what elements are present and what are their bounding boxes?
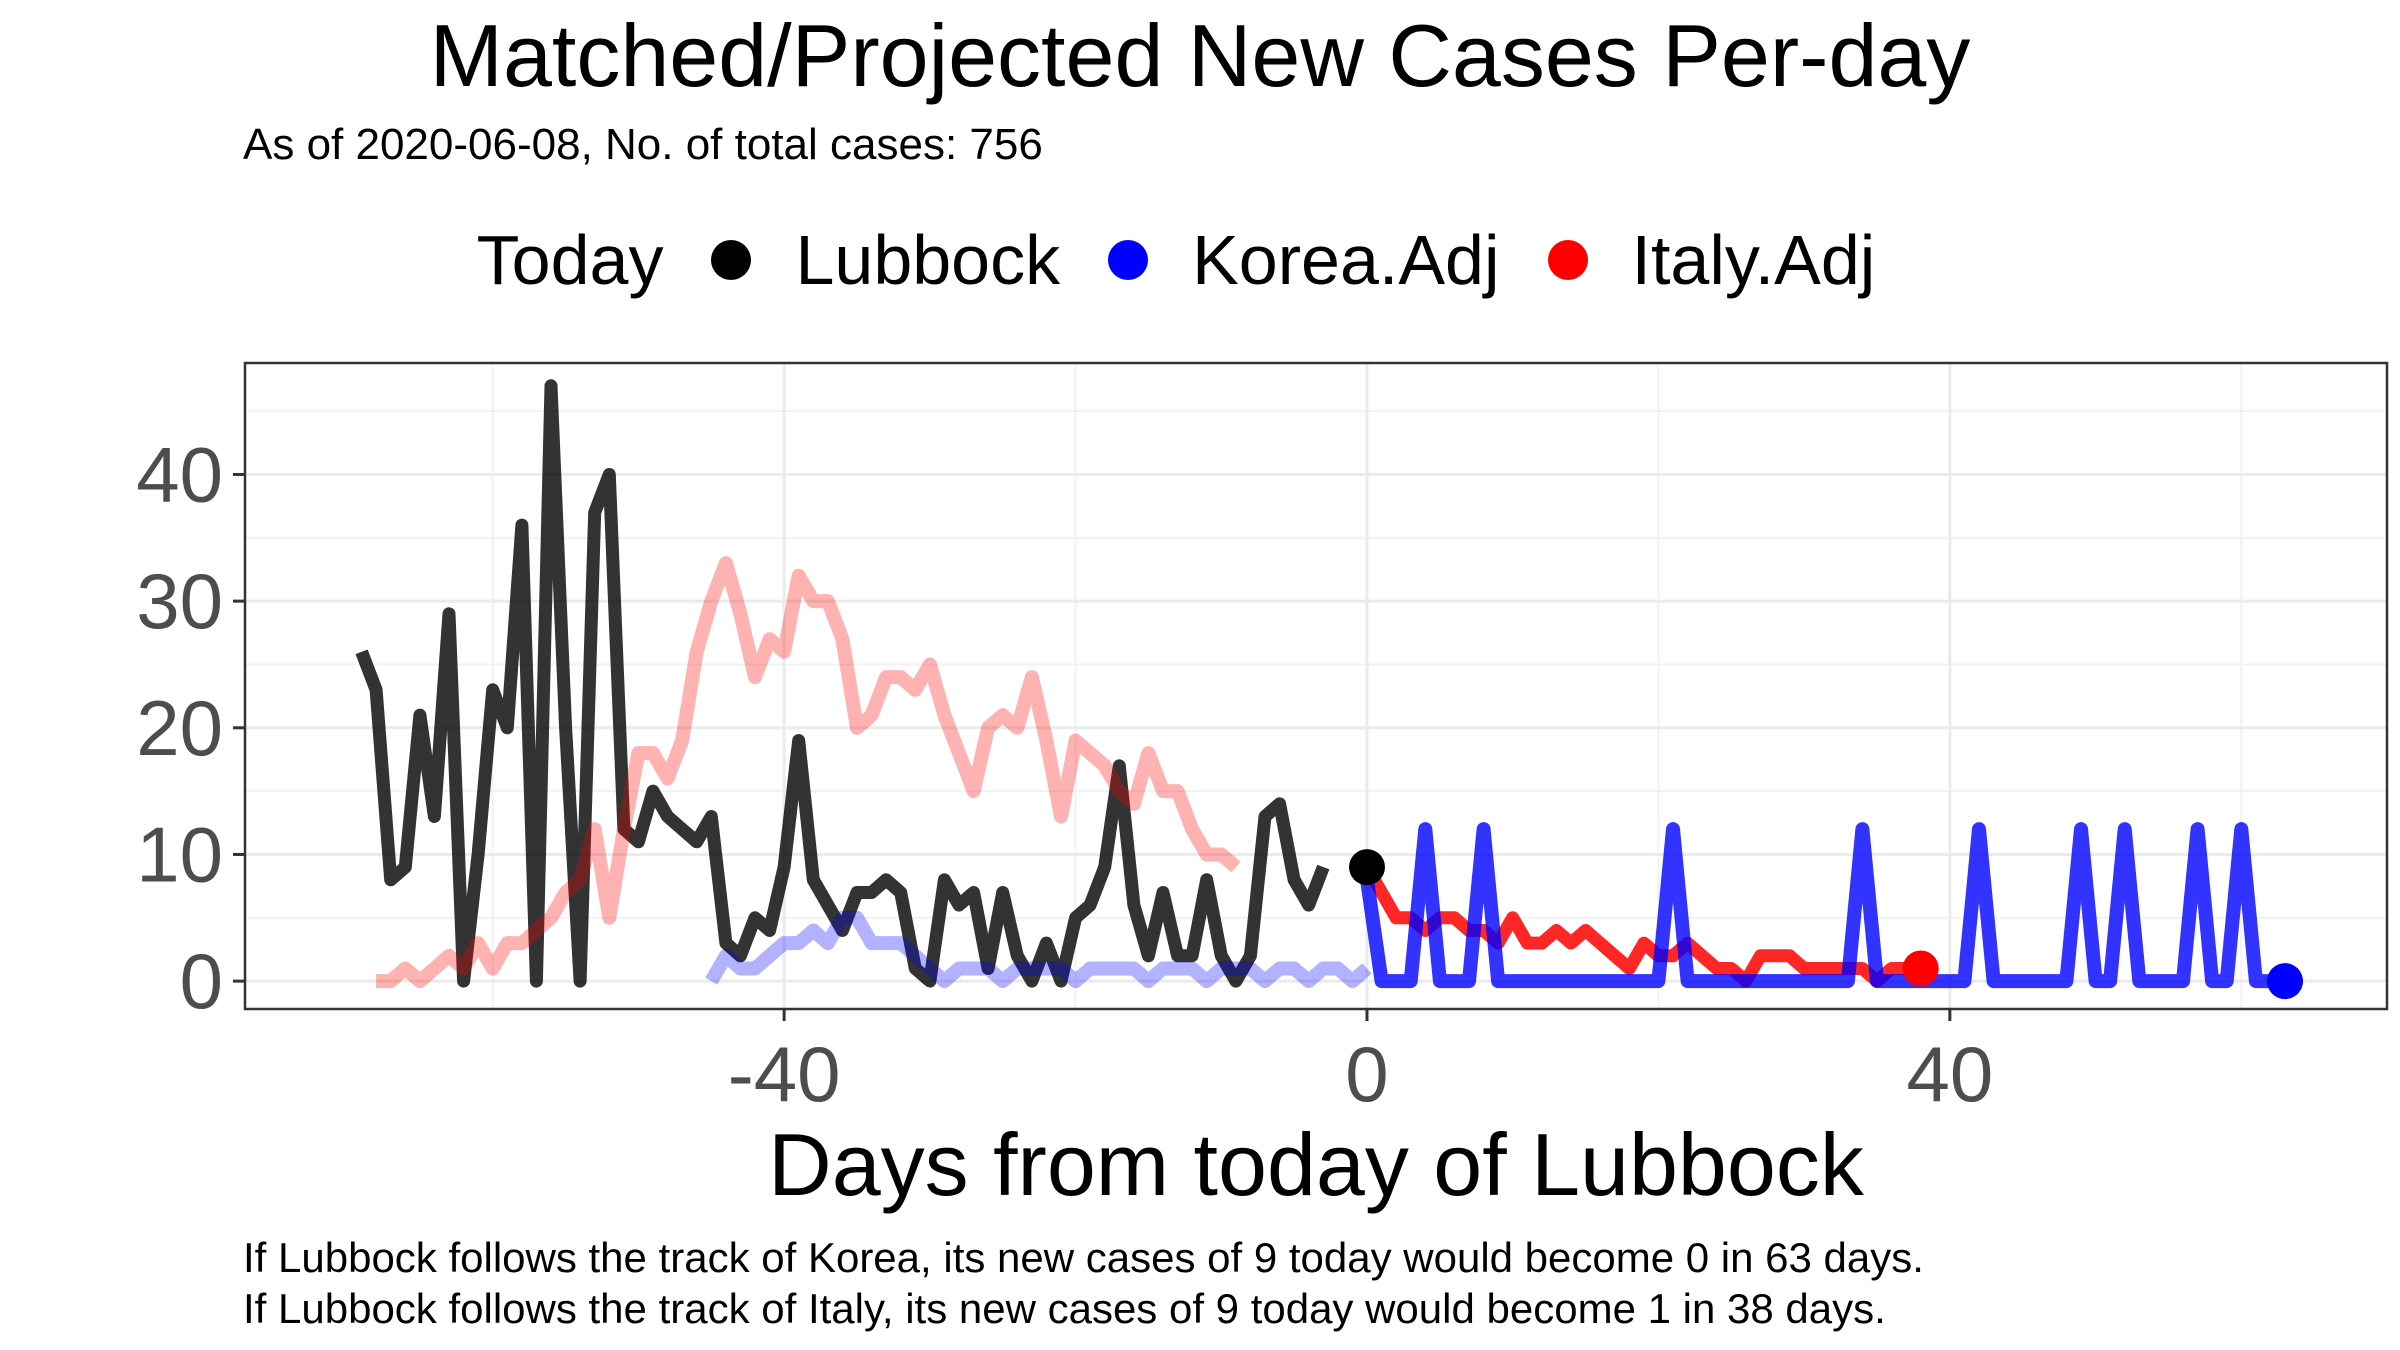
footnote-korea: If Lubbock follows the track of Korea, i… [243, 1234, 1924, 1281]
legend-item-korea: Korea.Adj [1108, 220, 1500, 300]
footnote-italy: If Lubbock follows the track of Italy, i… [243, 1285, 1886, 1332]
y-tick-label: 0 [180, 937, 223, 1025]
points-layer [1349, 849, 2303, 1000]
legend-dot-korea [1108, 240, 1149, 280]
today-point-italy-adj [1902, 950, 1939, 987]
plot-panel-border [243, 361, 2389, 1011]
chart-plot: -40 0 40 0 10 20 30 40 Days from today of Lubbo… [136, 361, 2389, 1214]
series-line-italy-adj-history [376, 556, 1241, 989]
legend-item-italy: Italy.Adj [1547, 220, 1876, 300]
y-tick-label: 40 [136, 430, 223, 518]
series-line-lubbock-history [355, 379, 1330, 988]
axis-layer: -40 0 40 0 10 20 30 40 [136, 430, 1993, 1118]
today-point-korea-adj [2267, 963, 2303, 1000]
y-tick-label: 20 [136, 684, 223, 772]
x-tick-label: 40 [1906, 1030, 1993, 1118]
series-line-korea-adj-projection [1360, 822, 2285, 989]
y-tick-label: 10 [136, 810, 223, 898]
x-axis-title: Days from today of Lubbock [768, 1115, 1865, 1214]
legend-label-italy: Italy.Adj [1631, 221, 1876, 299]
legend-dot-lubbock [711, 240, 752, 280]
legend-title: Today [476, 221, 664, 299]
series-line-italy-adj-projection [1361, 863, 1921, 988]
series-line-korea-adj-history [705, 910, 1372, 989]
x-tick-label: 0 [1345, 1030, 1388, 1118]
legend: Today Lubbock Korea.Adj Italy.Adj [0, 215, 2400, 305]
y-tick-label: 30 [136, 557, 223, 645]
x-tick-label: -40 [728, 1030, 841, 1118]
legend-item-lubbock: Lubbock [711, 220, 1060, 300]
chart-subtitle: As of 2020-06-08, No. of total cases: 75… [243, 120, 1043, 169]
series-layer [355, 379, 2285, 989]
legend-label-korea: Korea.Adj [1192, 221, 1500, 299]
chart-title: Matched/Projected New Cases Per-day [429, 6, 1971, 105]
legend-dot-italy [1547, 240, 1588, 280]
today-point-lubbock [1349, 849, 1385, 886]
legend-label-lubbock: Lubbock [795, 221, 1061, 299]
